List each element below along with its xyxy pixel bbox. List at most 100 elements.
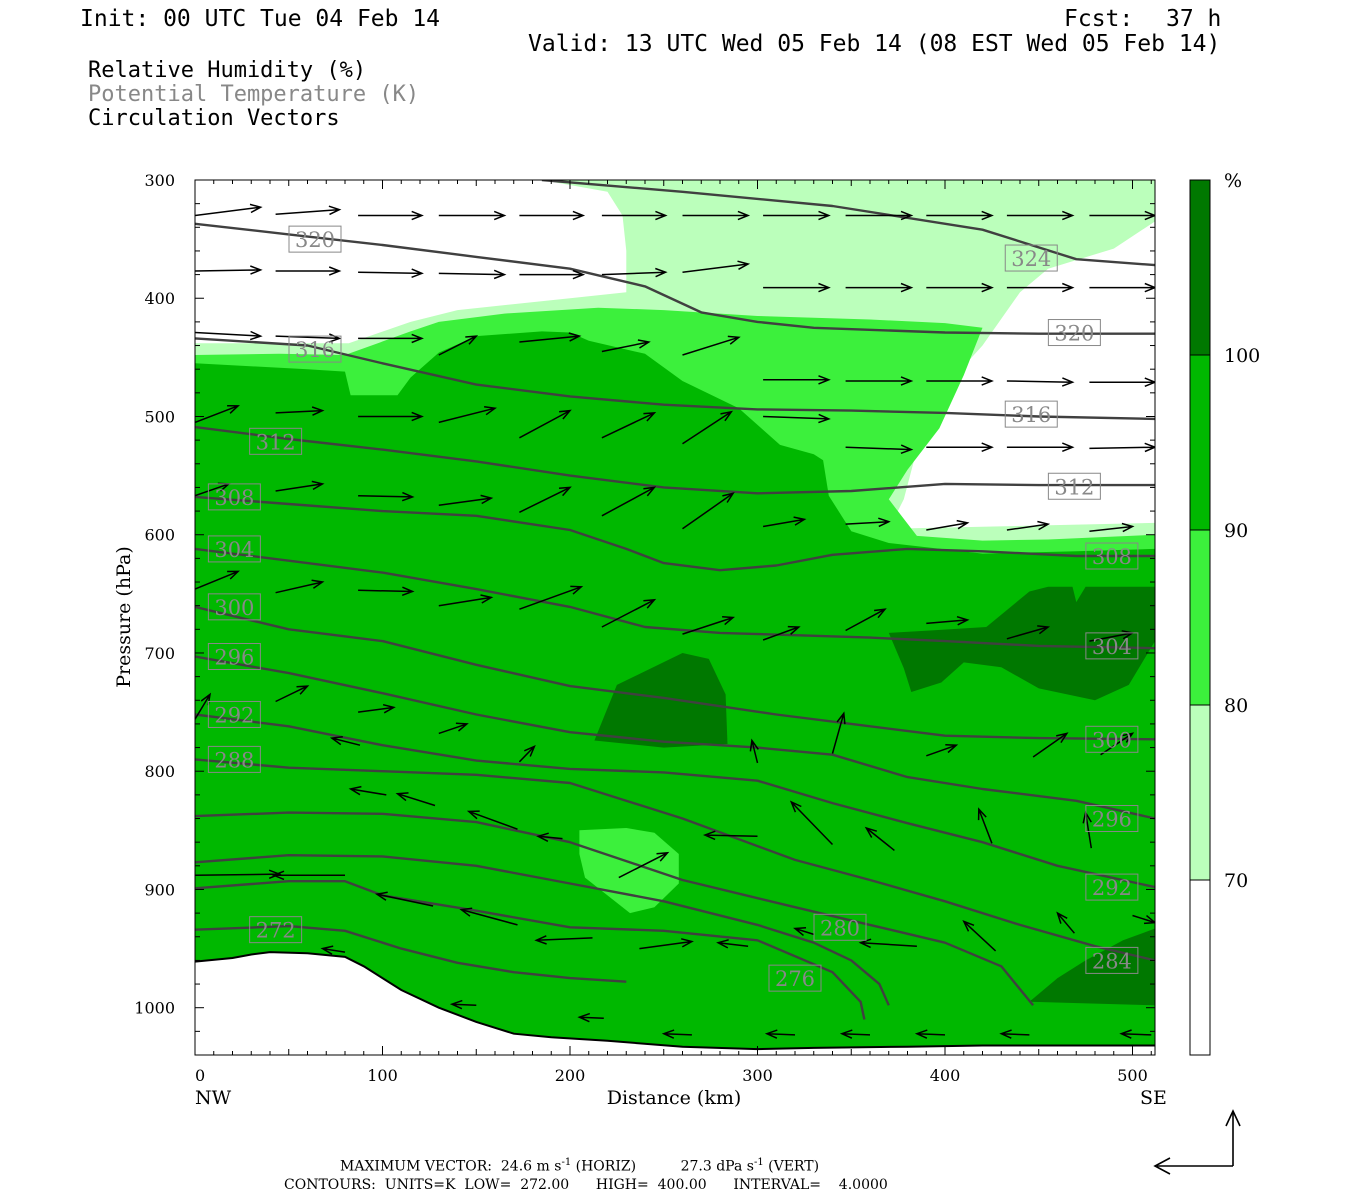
circulation-vector-73 <box>275 685 310 703</box>
circulation-vector-13 <box>275 266 342 276</box>
contour-label-312: 312 <box>256 430 296 454</box>
circulation-vector-16 <box>519 269 586 280</box>
circulation-vector-19 <box>763 282 831 293</box>
x-tick-label-0: 0 <box>195 1066 205 1085</box>
y-tick-label-800: 800 <box>144 762 175 781</box>
theta-contour-308 <box>195 495 1155 572</box>
vert-tag: (VERT) <box>768 1158 820 1175</box>
x-end-label-left: NW <box>195 1087 232 1109</box>
colorbar: 100 90 80 70 <box>1189 179 1260 1056</box>
contour-label-304: 304 <box>1092 635 1132 659</box>
theta-contour-296 <box>195 655 1155 820</box>
circulation-vector-50 <box>358 491 415 502</box>
circulation-vector-108 <box>661 1029 692 1039</box>
x-tick-label-200: 200 <box>555 1066 586 1085</box>
theta-contour-292 <box>195 713 1155 889</box>
circulation-vector-37 <box>275 406 325 416</box>
circulation-vector-60 <box>195 570 240 590</box>
horiz-exponent: -1 <box>561 1157 572 1168</box>
plot-frame <box>194 179 1156 1056</box>
contour-label-box-308 <box>207 483 261 511</box>
rh-region-5 <box>888 586 1155 701</box>
contour-label-box-284 <box>1085 946 1139 974</box>
circulation-vector-39 <box>438 406 497 424</box>
theta-contour-312 <box>195 425 1155 495</box>
max-vector-vert: 27.3 dPa s <box>680 1158 754 1175</box>
contour-label-316: 316 <box>295 338 335 362</box>
circulation-vector-33 <box>926 376 994 386</box>
circulation-vector-83 <box>348 785 387 796</box>
circulation-vector-112 <box>999 1029 1030 1039</box>
circulation-vector-27 <box>438 335 479 356</box>
y-tick-label-600: 600 <box>144 526 175 545</box>
circulation-vector-104 <box>1132 914 1155 925</box>
circulation-vector-76 <box>518 744 536 763</box>
circulation-vector-102 <box>962 920 997 952</box>
contour-label-box-324 <box>1004 244 1058 272</box>
circulation-vector-95 <box>374 891 434 907</box>
x-tick-label-500: 500 <box>1117 1066 1148 1085</box>
theta-contour-284 <box>195 811 1035 1007</box>
theta-contour-316 <box>195 337 1155 421</box>
circulation-vector-2 <box>358 210 424 221</box>
circulation-vector-89 <box>789 800 834 846</box>
circulation-vector-70 <box>1006 625 1051 640</box>
theta-contour-304 <box>195 547 1155 650</box>
circulation-vector-97 <box>534 935 593 945</box>
max-vector-horiz: 24.6 m s <box>500 1158 562 1175</box>
colorbar-level-70: 70 <box>1224 870 1248 892</box>
colorbar-level-80: 80 <box>1224 695 1248 717</box>
contour-label-box-300 <box>207 593 261 621</box>
colorbar-bin-3 <box>1190 705 1210 880</box>
theta-contour-320 <box>195 222 1155 335</box>
circulation-vector-8 <box>845 210 914 221</box>
contour-label-312: 312 <box>1054 475 1094 499</box>
circulation-vector-15 <box>438 269 507 280</box>
circulation-vector-29 <box>601 339 651 353</box>
init-time: Init: 00 UTC Tue 04 Feb 14 <box>80 6 441 32</box>
circulation-vector-6 <box>682 210 751 221</box>
circulation-vector-42 <box>682 410 733 445</box>
contour-label-box-292 <box>207 700 261 728</box>
circulation-vector-3 <box>438 210 507 221</box>
circulation-vector-84 <box>395 792 436 807</box>
circulation-vector-41 <box>601 412 657 439</box>
y-tick-label-1000: 1000 <box>134 999 175 1018</box>
contour-label-box-304 <box>1085 632 1139 660</box>
circulation-vector-53 <box>601 486 657 517</box>
contour-label-288: 288 <box>214 748 254 772</box>
contour-label-308: 308 <box>214 486 254 510</box>
theta-contour-288 <box>195 758 1155 962</box>
y-tick-label-700: 700 <box>144 644 175 663</box>
axes-layer: 0 100 200 300 400 500 300 400 500 600 700 800 900 100… <box>134 171 1155 1085</box>
y-tick-label-900: 900 <box>144 880 175 899</box>
colorbar-bin-4 <box>1190 880 1210 1055</box>
circulation-vector-103 <box>1056 911 1075 934</box>
colorbar-bin-0 <box>1190 180 1210 355</box>
contour-label-276: 276 <box>775 967 815 991</box>
terrain-layer <box>195 951 1155 1055</box>
circulation-vector-61 <box>275 579 325 594</box>
contour-label-308: 308 <box>1092 545 1132 569</box>
forecast-hour: 37 h <box>1166 6 1222 32</box>
contour-label-300: 300 <box>1092 728 1132 752</box>
vert-exponent: -1 <box>753 1157 764 1168</box>
contour-label-box-304 <box>207 535 261 563</box>
contour-label-box-300 <box>1085 725 1139 753</box>
circulation-vector-77 <box>749 738 759 764</box>
circulation-vector-20 <box>845 282 914 293</box>
circulation-vector-4 <box>519 210 586 221</box>
x-tick-label-300: 300 <box>742 1066 773 1085</box>
rh-region-4 <box>594 653 728 748</box>
circulation-vector-0 <box>195 203 263 217</box>
max-vector-label: MAXIMUM VECTOR: <box>340 1158 492 1175</box>
circulation-vector-80 <box>1032 732 1069 758</box>
contour-label-272: 272 <box>256 919 296 943</box>
circulation-vector-1 <box>275 205 342 216</box>
circulation-vector-24 <box>195 330 263 341</box>
contour-label-296: 296 <box>214 646 254 670</box>
circulation-vector-18 <box>682 260 751 273</box>
circulation-vector-68 <box>845 608 887 632</box>
contour-label-box-288 <box>207 745 261 773</box>
